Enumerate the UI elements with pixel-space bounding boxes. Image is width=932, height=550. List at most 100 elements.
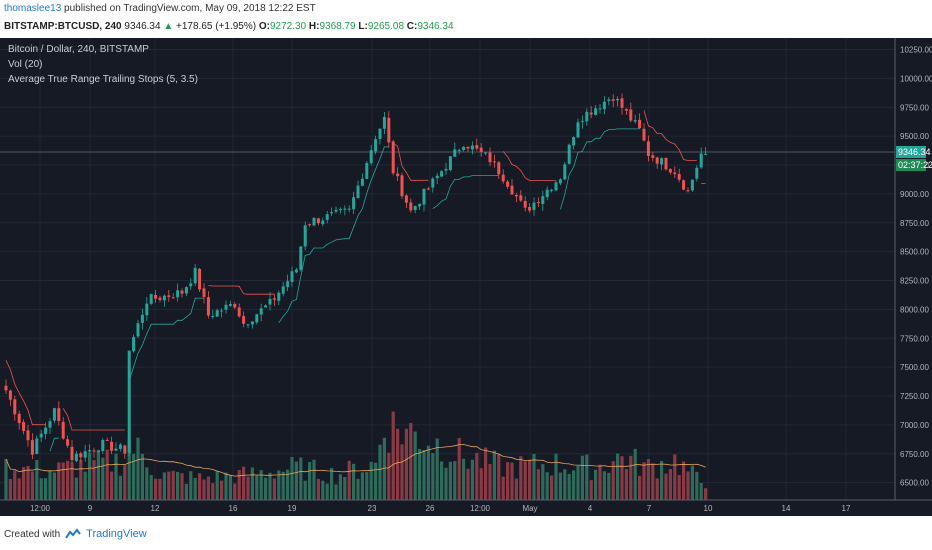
volume-bar — [140, 453, 144, 500]
candle-body — [101, 439, 105, 452]
trailing-stop-line — [643, 110, 697, 161]
candle-body — [237, 307, 241, 317]
author-link[interactable]: thomaslee13 — [4, 3, 62, 14]
volume-bar — [202, 479, 206, 500]
candle-body — [594, 108, 598, 116]
price-axis[interactable] — [895, 38, 932, 516]
volume-bar — [246, 476, 250, 500]
volume-bar — [484, 447, 488, 500]
trailing-stop-line — [128, 297, 204, 381]
candles — [4, 93, 708, 464]
candle-body — [114, 448, 118, 451]
atr-trailing-stop — [5, 110, 706, 452]
price-chart[interactable]: 10250.0010000.009750.009500.009250.00900… — [0, 38, 932, 516]
volume-bar — [4, 459, 8, 500]
candle-body — [519, 195, 523, 201]
countdown-badge-text: 02:37:22 — [898, 160, 932, 170]
candle-body — [550, 189, 554, 191]
trailing-stop-line — [392, 142, 429, 181]
candle-body — [396, 173, 400, 177]
candle-body — [589, 112, 593, 115]
volume-bar — [22, 467, 26, 500]
trailing-stop-line — [49, 437, 59, 452]
candle-body — [61, 421, 65, 439]
candle-body — [88, 450, 92, 452]
volume-bar — [620, 456, 624, 500]
candle-body — [26, 430, 30, 441]
volume-bar — [272, 478, 276, 500]
volume-bar — [352, 463, 356, 500]
candle-body — [602, 101, 606, 110]
volume-bar — [48, 470, 52, 500]
volume-bar — [541, 464, 545, 500]
volume-bar — [343, 476, 347, 500]
candle-body — [242, 316, 246, 324]
candle-body — [369, 150, 373, 164]
candle-body — [523, 200, 527, 208]
volume-bar — [673, 454, 677, 500]
high-value: 9368.79 — [319, 21, 356, 32]
volume-bar — [132, 453, 136, 500]
volume-bar — [30, 471, 34, 500]
open-label: O: — [258, 21, 270, 32]
candle-body — [184, 287, 188, 294]
candle-body — [506, 181, 510, 187]
volume-bar — [567, 473, 571, 500]
volume-bar — [176, 471, 180, 500]
candle-body — [8, 390, 12, 400]
candle-body — [651, 155, 655, 158]
candle-body — [664, 157, 668, 170]
volume-bar — [506, 462, 510, 500]
volume-bar — [545, 472, 549, 500]
candle-body — [145, 303, 149, 316]
candle-body — [418, 203, 422, 207]
candle-body — [572, 137, 576, 146]
candle-body — [695, 167, 699, 179]
volume-bar — [470, 459, 474, 500]
volume-bar — [17, 478, 21, 500]
volume-bar — [308, 462, 312, 500]
price-badge-text: 9346.34 — [898, 147, 931, 157]
volume-bar — [303, 480, 307, 500]
candle-body — [668, 169, 672, 173]
volume-bar — [158, 478, 162, 500]
candle-body — [387, 117, 391, 143]
volume-bar — [638, 475, 642, 500]
candle-body — [250, 321, 254, 325]
footer: Created with TradingView — [4, 528, 147, 540]
volume-bar — [105, 449, 109, 500]
volume-bar — [404, 428, 408, 500]
tradingview-brand-link[interactable]: TradingView — [86, 528, 147, 540]
price-tick-label: 9750.00 — [900, 103, 929, 112]
low-value: 9265.08 — [367, 21, 405, 32]
price-tick-label: 8750.00 — [900, 219, 929, 228]
volume-bar — [334, 484, 338, 500]
candle-body — [413, 206, 417, 211]
candle-body — [677, 174, 681, 180]
time-tick-label: 19 — [288, 504, 297, 513]
volume-bar — [206, 476, 210, 500]
candle-body — [22, 422, 26, 431]
volume-bar — [431, 453, 435, 500]
candle-body — [198, 268, 202, 290]
volume-bar — [255, 475, 259, 500]
volume-bar — [624, 468, 628, 500]
candle-body — [246, 324, 250, 326]
price-tick-label: 10250.00 — [900, 46, 932, 55]
candle-body — [620, 98, 624, 108]
candle-body — [545, 189, 549, 198]
candle-body — [35, 438, 39, 454]
candle-body — [400, 175, 404, 197]
volume-bar — [382, 437, 386, 500]
time-axis-labels: 12:00 9 12 16 19 23 26 12:00 May 4 7 10 14 17 — [30, 504, 851, 513]
time-tick-label: 26 — [426, 504, 435, 513]
candle-body — [110, 441, 114, 451]
volume-bar — [426, 445, 430, 500]
trailing-stop-line — [62, 408, 125, 431]
volume-bar — [462, 458, 466, 500]
candle-body — [488, 152, 492, 163]
candle-body — [316, 218, 320, 224]
candle-body — [233, 304, 237, 308]
volume-bar — [514, 478, 518, 500]
time-tick-label: 16 — [229, 504, 238, 513]
